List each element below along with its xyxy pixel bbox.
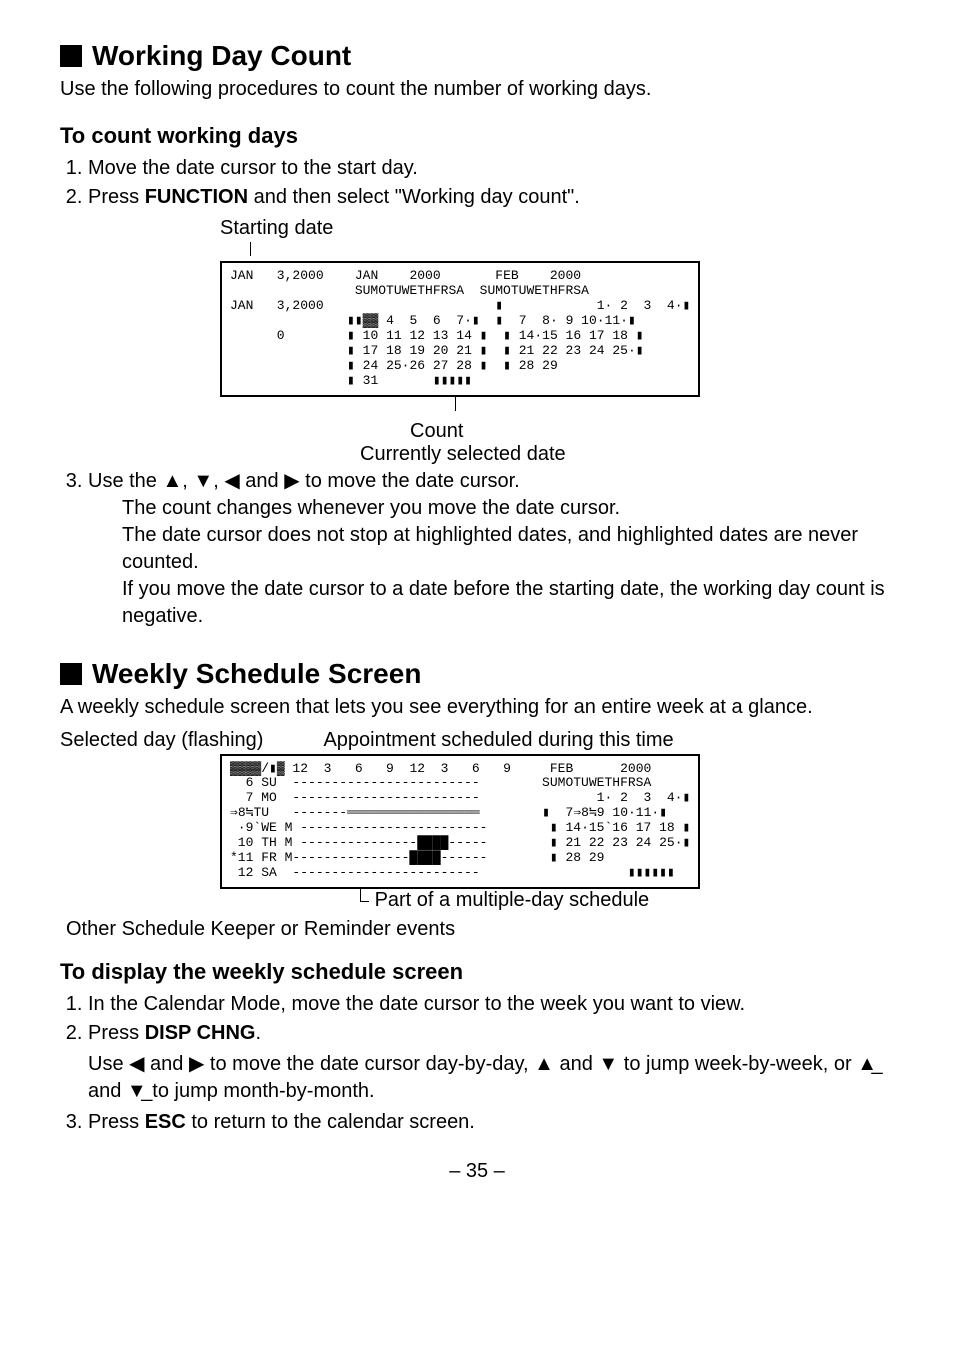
and1: and (240, 470, 284, 492)
s2-step2-dot: . (255, 1022, 261, 1044)
lcd2-line5: ·9`WE M ------------------------ ▮ 14·15… (230, 820, 690, 835)
lcd1-r3: ▮ 17 18 19 20 21 ▮ ▮ 21 22 23 24 25·▮ (347, 343, 644, 358)
step3-lead: Use the (88, 470, 162, 492)
selected-day-label: Selected day (flashing) (60, 729, 263, 752)
lcd2-line: ▓▓▓▓/▮▓ 12 3 6 9 12 3 6 9 FEB 2000 (230, 761, 651, 776)
section1-step3: Use the ▲, ▼, ◀ and ▶ to move the date c… (60, 468, 894, 630)
count-label: Count (410, 420, 463, 442)
appointment-scheduled-label: Appointment scheduled during this time (323, 729, 673, 752)
tick-down-icon (250, 242, 251, 256)
step-2: Press FUNCTION and then select "Working … (88, 184, 894, 211)
square-bullet-icon (60, 45, 82, 67)
lcd-figure-1: Starting date JAN 3,2000 JAN 2000 FEB 20… (220, 217, 894, 466)
sep2: , (213, 470, 224, 492)
esc-key: ESC (145, 1111, 186, 1133)
lcd1-r1: ▮▮▓▓ 4 5 6 7·▮ ▮ 7 8· 9 10·11·▮ (347, 313, 636, 328)
section1-intro: Use the following procedures to count th… (60, 78, 894, 101)
step-1: Move the date cursor to the start day. (88, 155, 894, 182)
section-title-working-day-count: Working Day Count (60, 40, 894, 72)
s2-step2-pre: Press (88, 1022, 145, 1044)
title-text: Working Day Count (92, 40, 351, 72)
lcd1-below-labels: Count Currently selected date (410, 397, 894, 466)
tick-up-icon (455, 397, 456, 411)
lcd1-r0: ▮ 1· 2 3 4·▮ (347, 298, 690, 313)
up-arrow-icon: ▲ (162, 468, 182, 495)
title-text-2: Weekly Schedule Screen (92, 658, 421, 690)
s2-step3-post: to return to the calendar screen. (186, 1111, 475, 1133)
page-35: Working Day Count Use the following proc… (0, 0, 954, 1223)
down-arrow-icon: ▼ (193, 468, 213, 495)
lcd1-left1: JAN 3,2000 (230, 268, 324, 283)
lcd2-line4: ⇒8≒TU -------═════════════════ ▮ 7⇒8≒9 1… (230, 805, 667, 820)
lcd1-r5: ▮ 31 ▮▮▮▮▮ (347, 373, 472, 388)
section1-steps: Move the date cursor to the start day. P… (60, 155, 894, 211)
connector-icon (360, 889, 369, 902)
lcd1-days: SUMOTUWETHFRSA SUMOTUWETHFRSA (355, 283, 589, 298)
lcd-screen-2: ▓▓▓▓/▮▓ 12 3 6 9 12 3 6 9 FEB 2000 6 SU … (220, 754, 700, 890)
subhead-count-working-days: To count working days (60, 123, 894, 149)
s2-step3-pre: Press (88, 1111, 145, 1133)
step3-tail: to move the date cursor. (300, 470, 520, 492)
step3-line3: The date cursor does not stop at highlig… (122, 522, 894, 576)
left-arrow-icon: ◀ (224, 468, 239, 495)
function-key: FUNCTION (145, 186, 248, 208)
step3-line4: If you move the date cursor to a date be… (122, 576, 894, 630)
subhead-display-weekly: To display the weekly schedule screen (60, 959, 894, 985)
page-number: – 35 – (60, 1160, 894, 1183)
below-lcd2: Part of a multiple-day schedule (360, 889, 894, 912)
s2-step-1: In the Calendar Mode, move the date curs… (88, 991, 894, 1018)
lcd2-line6: 10 TH M ---------------████----- ▮ 21 22… (230, 835, 690, 850)
right-arrow-icon: ▶ (284, 468, 299, 495)
lcd1-left3: 0 (230, 328, 285, 343)
disp-chng-key: DISP CHNG (145, 1022, 256, 1044)
lcd2-line8: 12 SA ------------------------ ▮▮▮▮▮▮ (230, 865, 675, 880)
part-multiple-day-label: Part of a multiple-day schedule (375, 889, 650, 911)
step-2-pre: Press (88, 186, 145, 208)
step-3: Use the ▲, ▼, ◀ and ▶ to move the date c… (88, 468, 894, 630)
lcd-screen-1: JAN 3,2000 JAN 2000 FEB 2000 SUMOTUWETHF… (220, 261, 700, 397)
lcd1-left2: JAN 3,2000 (230, 298, 324, 313)
weekly-top-labels: Selected day (flashing) Appointment sche… (60, 729, 894, 752)
currently-selected-label: Currently selected date (360, 443, 566, 465)
lcd1-r2: ▮ 10 11 12 13 14 ▮ ▮ 14·15 16 17 18 ▮ (347, 328, 644, 343)
lcd2-line7: *11 FR M---------------████------ ▮ 28 2… (230, 850, 605, 865)
lcd-figure-2: ▓▓▓▓/▮▓ 12 3 6 9 12 3 6 9 FEB 2000 6 SU … (220, 754, 894, 890)
sep1: , (182, 470, 193, 492)
s2-step-2: Press DISP CHNG. Use ◀ and ▶ to move the… (88, 1020, 894, 1105)
section2-steps: In the Calendar Mode, move the date curs… (60, 991, 894, 1136)
step3-line1: Use the ▲, ▼, ◀ and ▶ to move the date c… (88, 470, 520, 492)
s2-step2-cont: Use ◀ and ▶ to move the date cursor day-… (88, 1051, 894, 1105)
section-title-weekly-schedule: Weekly Schedule Screen (60, 658, 894, 690)
step-2-post: and then select "Working day count". (248, 186, 580, 208)
lcd1-r4: ▮ 24 25·26 27 28 ▮ ▮ 28 29 (347, 358, 558, 373)
other-events-label: Other Schedule Keeper or Reminder events (66, 918, 894, 941)
lcd2-line3: 7 MO ------------------------ 1· 2 3 4·▮ (230, 790, 690, 805)
starting-date-label: Starting date (220, 217, 894, 240)
lcd2-line2: 6 SU ------------------------ SUMOTUWETH… (230, 775, 651, 790)
lcd1-hdr: JAN 2000 FEB 2000 (355, 268, 581, 283)
step3-line2: The count changes whenever you move the … (122, 495, 894, 522)
section2-intro: A weekly schedule screen that lets you s… (60, 696, 894, 719)
square-bullet-icon-2 (60, 663, 82, 685)
s2-step-3: Press ESC to return to the calendar scre… (88, 1109, 894, 1136)
